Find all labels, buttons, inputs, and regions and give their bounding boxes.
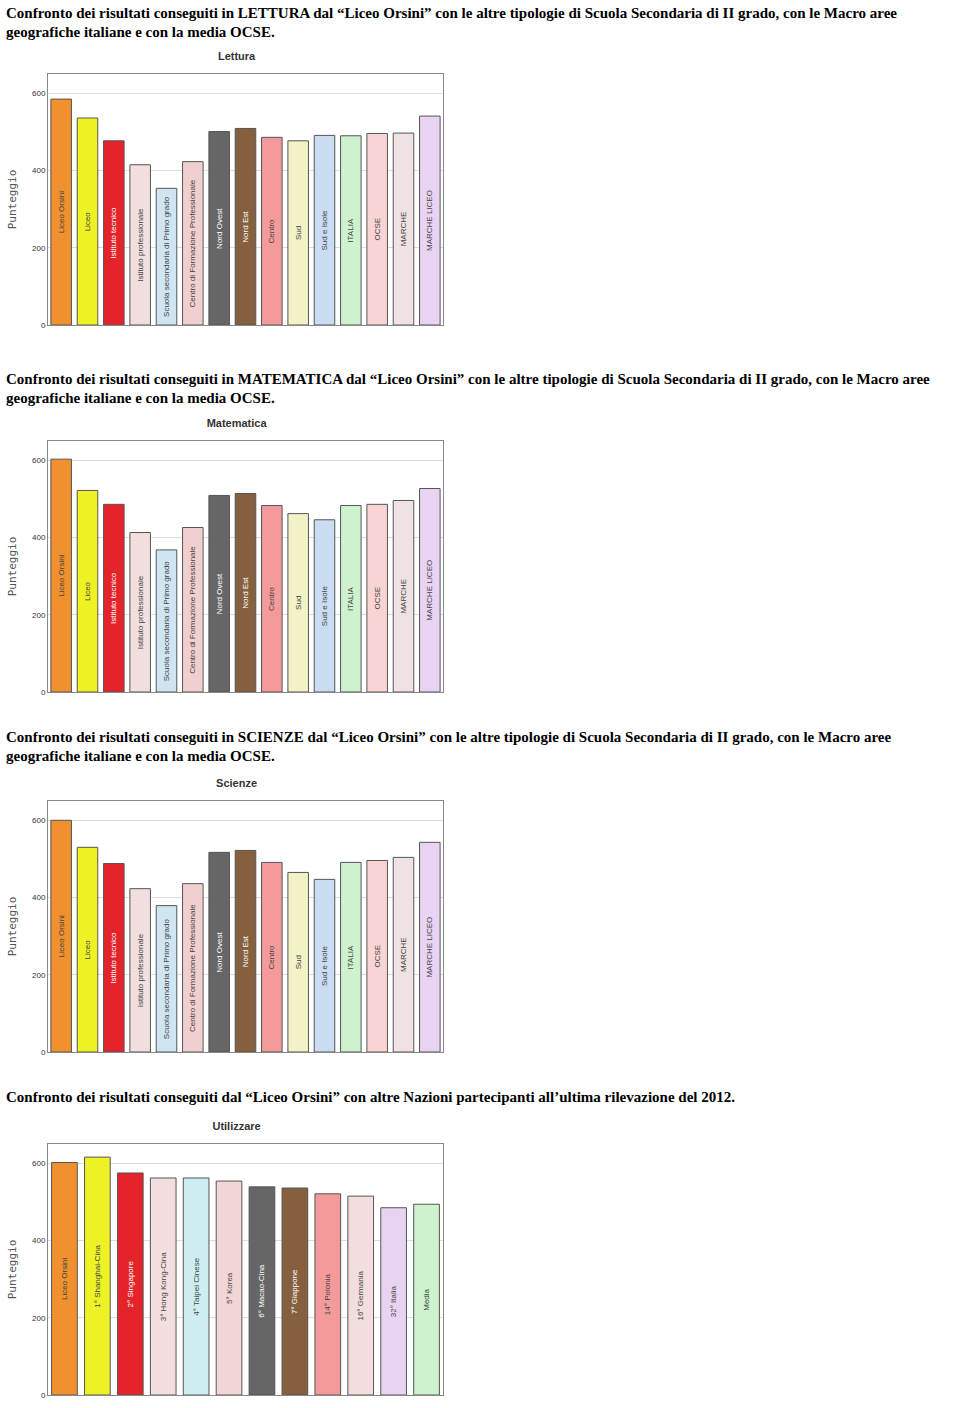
svg-text:600: 600 — [32, 89, 46, 98]
svg-text:OCSE: OCSE — [373, 587, 382, 610]
svg-text:Sud e Isole: Sud e Isole — [320, 586, 329, 627]
html-text:Confronto dei risultati conseg: Confronto dei risultati conseguiti in MA… — [6, 371, 930, 406]
svg-text:Nord Est: Nord Est — [241, 577, 250, 609]
svg-text:400: 400 — [32, 166, 46, 175]
svg-text:Liceo: Liceo — [83, 940, 92, 960]
svg-text:Liceo Orsini: Liceo Orsini — [57, 915, 66, 957]
svg-text:MARCHE: MARCHE — [399, 937, 408, 972]
svg-text:ITALIA: ITALIA — [346, 945, 355, 970]
svg-text:3° Hong Kong-Cina: 3° Hong Kong-Cina — [159, 1252, 168, 1322]
svg-text:2° Singapore: 2° Singapore — [126, 1261, 135, 1308]
svg-text:Istituto professionale: Istituto professionale — [136, 208, 145, 282]
html-text:Confronto dei risultati conseg: Confronto dei risultati conseguiti dal “… — [6, 1089, 735, 1105]
svg-text:Utilizzare: Utilizzare — [212, 1120, 260, 1132]
svg-text:Centro di Formazione Professio: Centro di Formazione Professionale — [188, 546, 197, 674]
svg-text:Sud: Sud — [294, 596, 303, 610]
svg-text:Media: Media — [422, 1288, 431, 1310]
svg-text:MARCHE LICEO: MARCHE LICEO — [425, 190, 434, 251]
svg-text:Centro: Centro — [267, 219, 276, 244]
svg-text:600: 600 — [32, 1159, 46, 1168]
svg-text:ITALIA: ITALIA — [346, 218, 355, 243]
svg-text:Centro di Formazione Professio: Centro di Formazione Professionale — [188, 904, 197, 1032]
svg-text:MARCHE: MARCHE — [399, 212, 408, 247]
svg-text:200: 200 — [32, 244, 46, 253]
svg-text:Punteggio: Punteggio — [6, 897, 19, 957]
svg-text:0: 0 — [41, 1391, 46, 1400]
svg-text:14° Polonia: 14° Polonia — [323, 1274, 332, 1316]
svg-text:400: 400 — [32, 893, 46, 902]
svg-text:Scienze: Scienze — [216, 777, 257, 789]
svg-text:Scuola secondaria di Primo gra: Scuola secondaria di Primo grado — [162, 919, 171, 1040]
svg-text:400: 400 — [32, 533, 46, 542]
svg-text:5° Korea: 5° Korea — [225, 1272, 234, 1304]
svg-text:Liceo Orsini: Liceo Orsini — [60, 1258, 69, 1300]
svg-text:MARCHE: MARCHE — [399, 579, 408, 614]
svg-text:Istituto professionale: Istituto professionale — [136, 933, 145, 1007]
svg-text:Centro: Centro — [267, 945, 276, 970]
svg-text:Istituto professionale: Istituto professionale — [136, 575, 145, 649]
svg-text:Scuola secondaria di Primo gra: Scuola secondaria di Primo grado — [162, 196, 171, 317]
svg-text:Punteggio: Punteggio — [6, 170, 19, 230]
svg-text:OCSE: OCSE — [373, 218, 382, 241]
svg-text:Liceo Orsini: Liceo Orsini — [57, 191, 66, 233]
svg-text:0: 0 — [41, 321, 46, 330]
svg-text:200: 200 — [32, 971, 46, 980]
svg-text:200: 200 — [32, 1314, 46, 1323]
svg-text:16° Germania: 16° Germania — [356, 1271, 365, 1321]
svg-text:Istituto tecnico: Istituto tecnico — [109, 207, 118, 259]
svg-text:Sud: Sud — [294, 226, 303, 240]
svg-text:Punteggio: Punteggio — [6, 537, 19, 597]
svg-text:Lettura: Lettura — [218, 50, 256, 62]
svg-text:400: 400 — [32, 1236, 46, 1245]
svg-text:7° Giappone: 7° Giappone — [290, 1269, 299, 1314]
svg-text:6° Macao-Cina: 6° Macao-Cina — [257, 1264, 266, 1318]
svg-text:Sud e Isole: Sud e Isole — [320, 210, 329, 251]
svg-text:Nord Ovest: Nord Ovest — [215, 208, 224, 249]
svg-text:4° Taipei Cinese: 4° Taipei Cinese — [192, 1257, 201, 1315]
svg-text:Liceo: Liceo — [83, 581, 92, 601]
svg-text:Nord Est: Nord Est — [241, 935, 250, 967]
svg-text:MARCHE LICEO: MARCHE LICEO — [425, 917, 434, 978]
svg-text:32° Italia: 32° Italia — [389, 1285, 398, 1317]
svg-text:ITALIA: ITALIA — [346, 586, 355, 611]
html-text:Confronto dei risultati conseg: Confronto dei risultati conseguiti in SC… — [6, 729, 892, 764]
svg-text:Liceo Orsini: Liceo Orsini — [57, 554, 66, 596]
svg-text:Istituto tecnico: Istituto tecnico — [109, 572, 118, 624]
svg-text:600: 600 — [32, 816, 46, 825]
svg-text:Scuola secondaria di Primo gra: Scuola secondaria di Primo grado — [162, 561, 171, 682]
svg-text:Punteggio: Punteggio — [6, 1240, 19, 1300]
svg-text:200: 200 — [32, 611, 46, 620]
svg-text:Liceo: Liceo — [83, 212, 92, 232]
svg-text:0: 0 — [41, 688, 46, 697]
svg-text:600: 600 — [32, 456, 46, 465]
svg-text:Nord Ovest: Nord Ovest — [215, 932, 224, 973]
svg-text:Istituto tecnico: Istituto tecnico — [109, 932, 118, 984]
html-text:Confronto dei risultati conseg: Confronto dei risultati conseguiti in LE… — [6, 5, 897, 40]
svg-text:MARCHE LICEO: MARCHE LICEO — [425, 560, 434, 621]
svg-text:1° Shanghai-Cina: 1° Shanghai-Cina — [93, 1244, 102, 1307]
svg-text:OCSE: OCSE — [373, 945, 382, 968]
svg-text:Centro di Formazione Professio: Centro di Formazione Professionale — [188, 179, 197, 307]
svg-text:0: 0 — [41, 1048, 46, 1057]
svg-text:Centro: Centro — [267, 586, 276, 611]
svg-text:Sud: Sud — [294, 955, 303, 969]
svg-text:Matematica: Matematica — [207, 417, 268, 429]
svg-text:Nord Est: Nord Est — [241, 211, 250, 243]
svg-text:Sud e Isole: Sud e Isole — [320, 945, 329, 986]
svg-text:Nord Ovest: Nord Ovest — [215, 573, 224, 614]
